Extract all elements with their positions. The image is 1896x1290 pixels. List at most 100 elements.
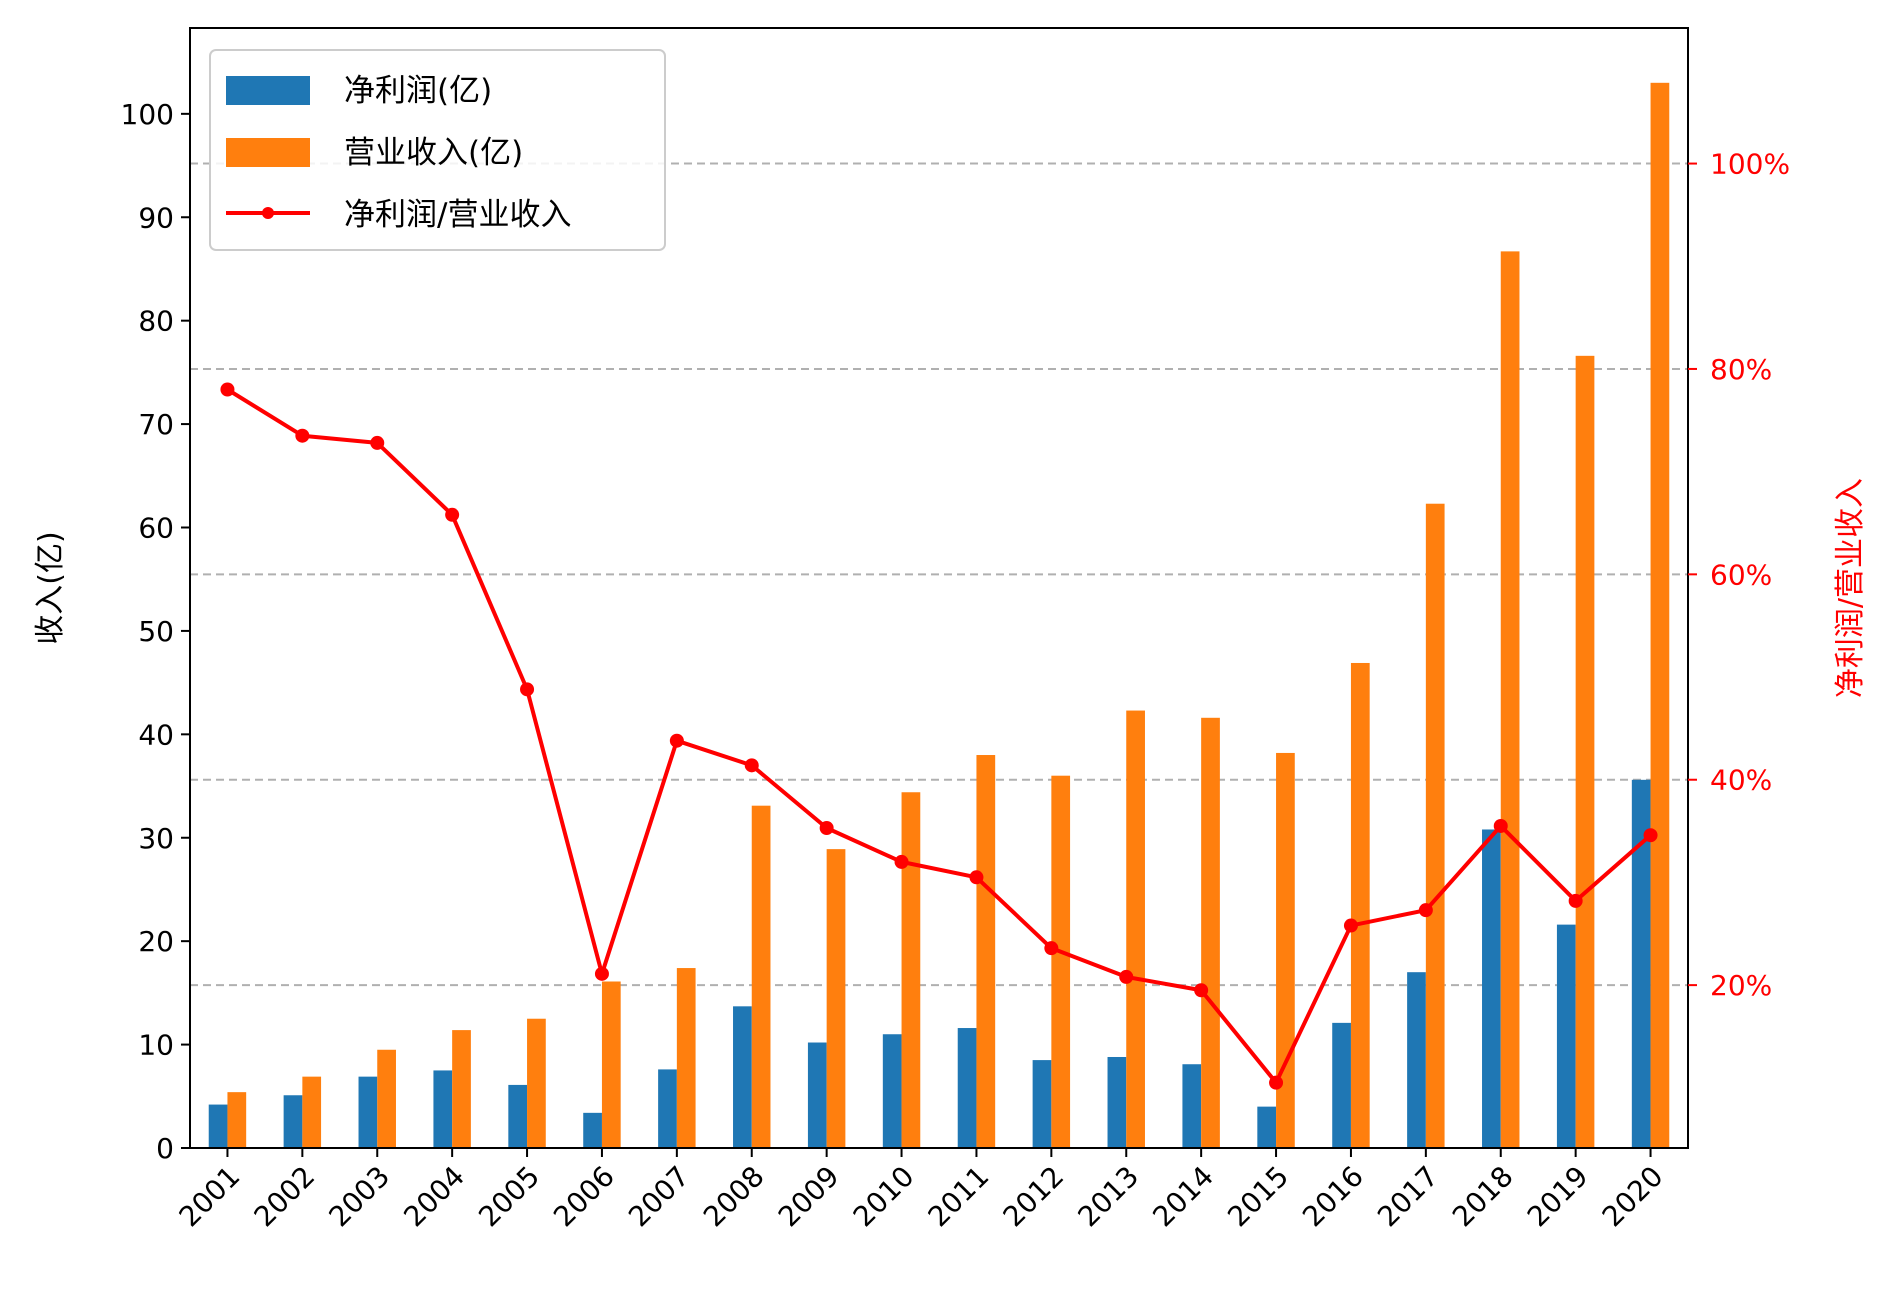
legend-label-revenue: 营业收入(亿) [344, 135, 523, 171]
x-tick-label-2019: 2019 [1521, 1160, 1595, 1234]
x-tick-label-2018: 2018 [1446, 1160, 1520, 1234]
x-tick-label-2009: 2009 [772, 1160, 846, 1234]
ratio-point-2003 [370, 435, 385, 450]
bar-revenue-2012 [1051, 775, 1071, 1148]
left-tick-label-40: 40 [138, 718, 174, 751]
right-tick-label-3: 80% [1710, 353, 1772, 386]
ratio-point-2002 [295, 428, 310, 443]
right-tick-label-2: 60% [1710, 558, 1772, 591]
x-tick-label-2007: 2007 [622, 1160, 696, 1234]
ratio-point-2017 [1418, 903, 1433, 918]
bar-revenue-2008 [751, 805, 771, 1148]
bar-revenue-2017 [1425, 503, 1445, 1149]
plot-frame [189, 27, 1689, 1149]
bar-profit-2019 [1556, 924, 1576, 1148]
bar-revenue-2010 [901, 792, 921, 1148]
bar-profit-2017 [1407, 972, 1426, 1148]
bar-revenue-2002 [302, 1076, 322, 1148]
left-axis: 0 10 20 30 40 50 60 70 80 90 100 [121, 98, 190, 1165]
left-tick-label-100: 100 [121, 98, 174, 131]
left-tick-label-60: 60 [138, 512, 174, 545]
bar-profit-2006 [583, 1112, 602, 1148]
bar-revenue-2007 [676, 968, 696, 1148]
left-tick-label-30: 30 [138, 822, 174, 855]
ratio-point-2007 [669, 733, 684, 748]
bar-profit-2007 [658, 1069, 677, 1148]
legend-swatch-profit [226, 76, 310, 105]
ratio-line [226, 387, 1652, 1085]
legend-swatch-revenue [226, 138, 310, 167]
y-axis-title-left: 收入(亿) [33, 531, 68, 644]
x-tick-label-2011: 2011 [922, 1160, 996, 1234]
bar-profit-2002 [283, 1095, 303, 1148]
right-axis: 20% 40% 60% 80% 100% [1688, 148, 1790, 1002]
ratio-point-2006 [594, 966, 609, 981]
y-axis-title-right: 净利润/营业收入 [1833, 478, 1868, 698]
bar-profit-2015 [1257, 1106, 1277, 1148]
x-tick-label-2013: 2013 [1071, 1160, 1145, 1234]
bar-profit-2001 [208, 1104, 228, 1148]
ratio-point-2004 [445, 507, 460, 522]
x-axis: 2001 2002 2003 2004 2005 2006 2007 2008 2009 2010… [173, 1148, 1670, 1234]
right-tick-label-1: 40% [1710, 764, 1772, 797]
x-tick-label-2005: 2005 [472, 1160, 546, 1234]
x-tick-label-2002: 2002 [248, 1160, 322, 1234]
ratio-point-2016 [1343, 918, 1358, 933]
ratio-point-2005 [520, 682, 535, 697]
ratio-point-2012 [1044, 941, 1059, 956]
right-tick-label-0: 20% [1710, 969, 1772, 1002]
ratio-point-2010 [894, 854, 909, 869]
ratio-point-2008 [744, 758, 759, 773]
bar-revenue-2003 [377, 1049, 396, 1148]
bar-revenue-2014 [1201, 717, 1220, 1148]
bar-revenue-2013 [1126, 710, 1145, 1148]
bar-revenue-2019 [1575, 355, 1595, 1149]
bar-profit-2004 [433, 1070, 453, 1148]
legend-box [209, 49, 666, 251]
bar-profit-2016 [1332, 1022, 1351, 1148]
bar-revenue-2018 [1500, 251, 1520, 1148]
legend-label-ratio: 净利润/营业收入 [344, 197, 571, 233]
x-tick-label-2001: 2001 [173, 1160, 247, 1234]
x-tick-label-2004: 2004 [397, 1160, 471, 1234]
bar-profit-2020 [1631, 779, 1651, 1148]
left-tick-label-90: 90 [138, 201, 174, 234]
ratio-point-2001 [220, 382, 235, 397]
ratio-point-2011 [969, 870, 984, 885]
bar-profit-2010 [882, 1034, 902, 1148]
left-tick-label-70: 70 [138, 408, 174, 441]
bar-revenue-2001 [227, 1092, 247, 1148]
x-tick-label-2008: 2008 [697, 1160, 771, 1234]
bar-profit-2012 [1032, 1060, 1052, 1148]
bar-revenue-2020 [1650, 82, 1670, 1149]
x-tick-label-2012: 2012 [997, 1160, 1071, 1234]
x-tick-label-2016: 2016 [1296, 1160, 1370, 1234]
ratio-point-2015 [1269, 1075, 1284, 1090]
x-tick-label-2020: 2020 [1596, 1160, 1670, 1234]
bar-revenue-2009 [826, 849, 846, 1148]
bar-profit-2013 [1107, 1056, 1127, 1148]
ratio-point-2020 [1643, 828, 1658, 843]
x-tick-label-2006: 2006 [547, 1160, 621, 1234]
right-tick-label-4: 100% [1710, 148, 1790, 181]
left-tick-label-50: 50 [138, 615, 174, 648]
left-tick-label-10: 10 [138, 1029, 174, 1062]
ratio-point-2009 [819, 821, 834, 835]
x-tick-label-2017: 2017 [1371, 1160, 1445, 1234]
bar-revenue-2004 [452, 1030, 471, 1148]
legend-swatch-ratio-marker [262, 207, 274, 219]
left-tick-label-20: 20 [138, 925, 174, 958]
bar-revenue-2005 [527, 1018, 546, 1148]
grid-lines [190, 162, 1688, 987]
bar-revenue-2011 [976, 755, 996, 1148]
legend-label-profit: 净利润(亿) [344, 73, 492, 109]
legend: 净利润(亿) 营业收入(亿) 净利润/营业收入 [209, 49, 666, 251]
x-tick-label-2015: 2015 [1221, 1160, 1295, 1234]
bar-profit-2009 [807, 1042, 827, 1148]
left-tick-label-0: 0 [156, 1132, 174, 1165]
ratio-point-2014 [1194, 983, 1209, 998]
ratio-point-2013 [1119, 969, 1134, 984]
left-tick-label-80: 80 [138, 305, 174, 338]
x-tick-label-2010: 2010 [847, 1160, 921, 1234]
